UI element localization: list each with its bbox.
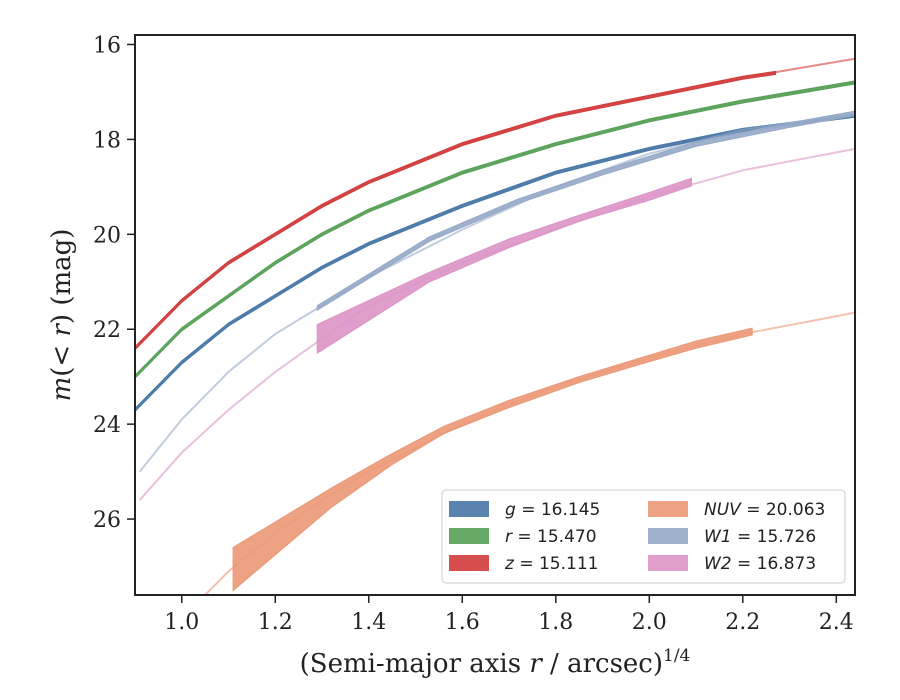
curve-layer — [135, 57, 855, 595]
legend-label-z: z = 15.111 — [504, 554, 598, 574]
x-axis-label: (Semi-major axis r / arcsec)1/4 — [300, 646, 691, 679]
series-w2-extrapolated-line — [138, 147, 855, 501]
legend-swatch-nuv — [648, 501, 688, 517]
y-tick-label: 16 — [93, 33, 121, 58]
legend: g = 16.145 r = 15.470 z = 15.111 NUV = 20.0… — [441, 489, 846, 584]
y-tick-label: 26 — [93, 508, 121, 533]
y-axis-ticks: 16 18 20 22 24 26 — [93, 33, 135, 533]
series-w2-measured-band — [316, 177, 692, 355]
x-tick-label: 2.4 — [819, 610, 854, 635]
legend-swatch-w2 — [648, 555, 688, 571]
x-tick-label: 1.0 — [164, 610, 199, 635]
y-tick-label: 20 — [93, 223, 121, 248]
series-w1-measured-band — [316, 110, 855, 312]
plot-frame — [134, 34, 856, 596]
legend-label-g: g = 16.145 — [505, 500, 600, 520]
legend-swatch-r — [449, 528, 489, 544]
x-tick-label: 1.4 — [351, 610, 386, 635]
series-z-measured-band — [135, 70, 777, 351]
legend-swatch-w1 — [648, 528, 688, 544]
x-tick-label: 1.6 — [445, 610, 480, 635]
x-tick-label: 2.2 — [725, 610, 760, 635]
legend-label-nuv: NUV = 20.063 — [704, 500, 825, 520]
x-axis-ticks: 1.0 1.2 1.4 1.6 1.8 2.0 2.2 2.4 — [164, 595, 854, 635]
legend-label-r: r = 15.470 — [505, 527, 597, 547]
legend-frame — [441, 489, 846, 584]
series-r-measured-band — [135, 80, 855, 379]
legend-swatch-g — [449, 501, 489, 517]
series-w1-extrapolated-line — [138, 112, 855, 473]
y-tick-label: 18 — [93, 128, 121, 153]
legend-label-w1: W1 = 15.726 — [704, 527, 816, 547]
legend-swatch-z — [449, 555, 489, 571]
series-g-measured-band — [135, 113, 855, 413]
x-tick-label: 2.0 — [632, 610, 667, 635]
x-tick-label: 1.8 — [538, 610, 573, 635]
series-g-extrapolated-line — [135, 114, 855, 411]
x-tick-label: 1.2 — [258, 610, 293, 635]
legend-label-w2: W2 = 16.873 — [704, 554, 816, 574]
y-tick-label: 24 — [93, 413, 121, 438]
y-axis-label: m(< r) (mag) — [47, 229, 77, 402]
series-nuv-measured-band — [232, 327, 753, 592]
y-tick-label: 22 — [93, 318, 121, 343]
